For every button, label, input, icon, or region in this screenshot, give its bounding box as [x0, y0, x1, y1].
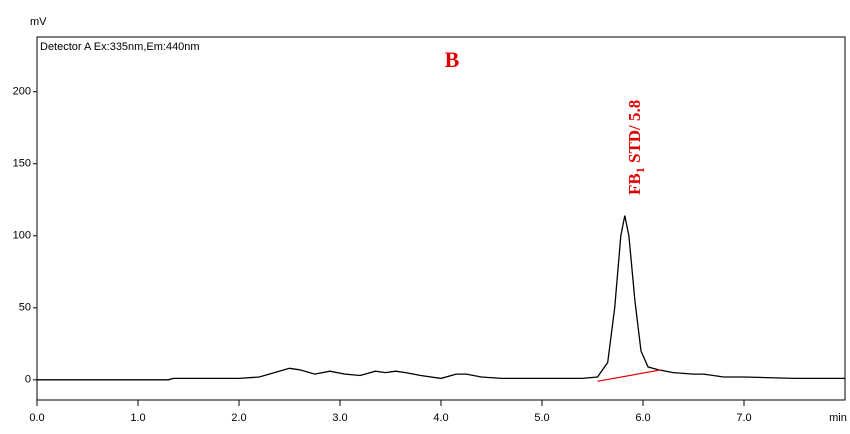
detector-label: Detector A Ex:335nm,Em:440nm [40, 41, 200, 53]
peak-label-rest: STD/ 5.8 [625, 100, 644, 168]
x-unit: min [829, 412, 847, 424]
plot-frame [36, 36, 846, 401]
x-tick-label: 1.0 [130, 412, 145, 424]
panel-label: B [445, 47, 460, 72]
x-tick-label: 4.0 [433, 412, 448, 424]
x-tick-label: 3.0 [332, 412, 347, 424]
x-tick-label: 2.0 [231, 412, 246, 424]
trace-line [37, 215, 845, 381]
peak-label: FB1 STD/ 5.8 [625, 100, 647, 195]
x-tick-label: 6.0 [635, 412, 650, 424]
peak-label-sub: 1 [633, 167, 647, 173]
x-tick-label: 7.0 [736, 412, 751, 424]
x-tick-label: 0.0 [29, 412, 44, 424]
y-tick-label: 200 [13, 86, 31, 98]
y-tick-label: 150 [13, 158, 31, 170]
y-unit: mV [30, 16, 47, 28]
x-tick-label: 5.0 [534, 412, 549, 424]
y-tick-label: 100 [13, 230, 31, 242]
y-tick-label: 50 [19, 302, 31, 314]
integration-baseline [597, 369, 662, 382]
peak-label-main: FB [625, 173, 644, 195]
y-tick-label: 0 [25, 374, 31, 386]
